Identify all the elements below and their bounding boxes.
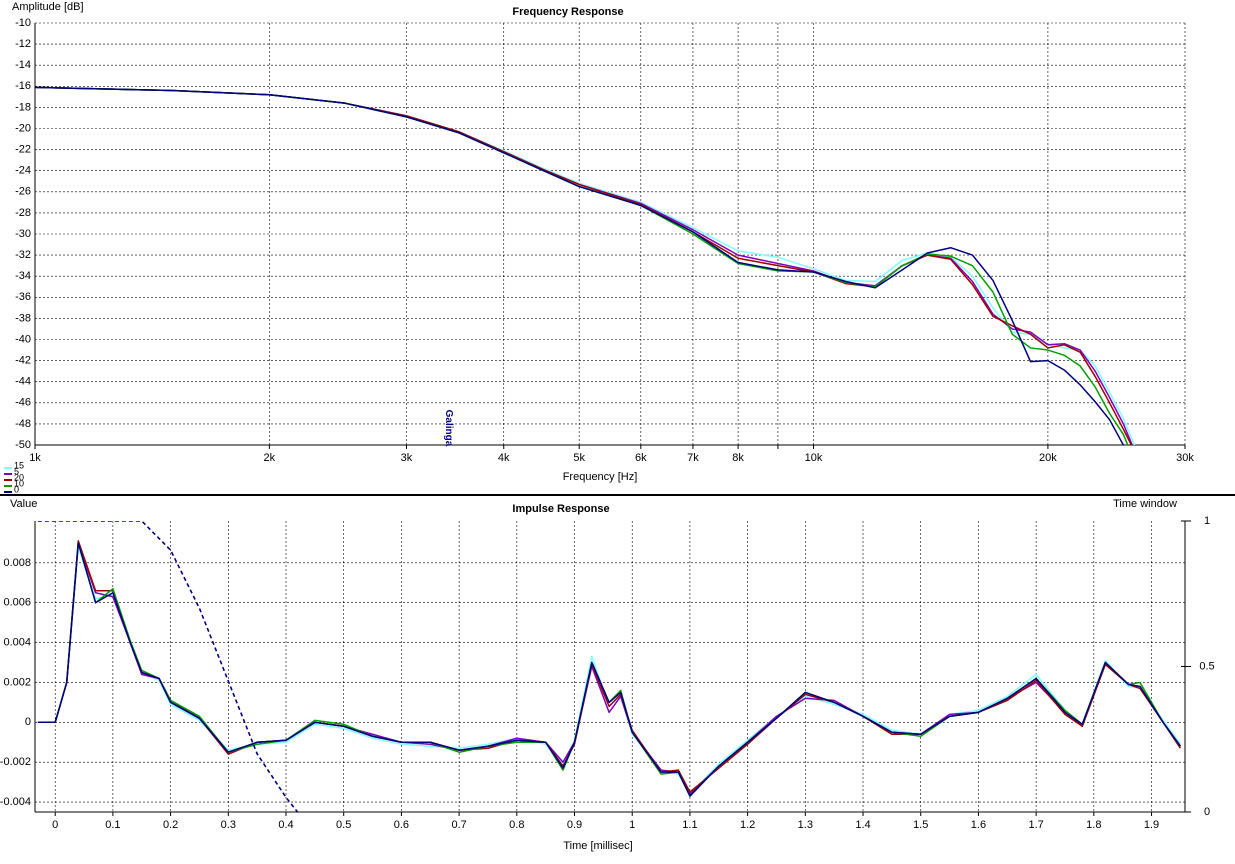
y-tick-label: -32 xyxy=(15,249,31,261)
chart-title: Frequency Response xyxy=(512,6,623,18)
y-tick-label: -14 xyxy=(15,59,31,71)
y2-axis-label: Time window xyxy=(1113,498,1177,510)
series-line xyxy=(37,546,1181,795)
y-tick-label: -34 xyxy=(15,270,31,282)
y2-tick-label: 0 xyxy=(1204,806,1210,818)
legend-label: 10 xyxy=(14,478,24,488)
y-tick-label: -10 xyxy=(15,17,31,29)
y-tick-label: 0.002 xyxy=(3,676,31,688)
x-tick-label: 0.3 xyxy=(221,819,236,831)
y2-tick-label: 1 xyxy=(1204,515,1210,527)
x-tick-label: 1.4 xyxy=(855,819,870,831)
y-tick-label: -38 xyxy=(15,312,31,324)
legend-label: 0 xyxy=(14,484,19,494)
y-tick-label: -44 xyxy=(15,376,31,388)
x-axis-label: Frequency [Hz] xyxy=(563,471,638,483)
x-tick-label: 1.3 xyxy=(798,819,813,831)
x-tick-label: 0.9 xyxy=(567,819,582,831)
x-tick-label: 1k xyxy=(29,452,41,464)
x-tick-label: 5k xyxy=(573,452,585,464)
legend-label: 5 xyxy=(14,466,19,476)
x-tick-label: 2k xyxy=(264,452,276,464)
y-tick-label: -0.004 xyxy=(0,796,31,808)
x-tick-label: 0.1 xyxy=(105,819,120,831)
y-tick-label: -48 xyxy=(15,418,31,430)
y-tick-label: 0.004 xyxy=(3,636,31,648)
plot-area xyxy=(35,86,1136,445)
series-line xyxy=(35,86,1125,445)
y-tick-label: -26 xyxy=(15,186,31,198)
y-tick-label: -22 xyxy=(15,144,31,156)
x-tick-label: 1.8 xyxy=(1086,819,1101,831)
x-tick-label: 1.5 xyxy=(913,819,928,831)
y-tick-label: -20 xyxy=(15,122,31,134)
x-axis-label: Time [millisec] xyxy=(563,840,632,852)
y-tick-label: -12 xyxy=(15,38,31,50)
x-tick-label: 1.1 xyxy=(682,819,697,831)
y-tick-label: -0.002 xyxy=(0,756,31,768)
x-tick-label: 1 xyxy=(629,819,635,831)
x-tick-label: 0.5 xyxy=(336,819,351,831)
x-tick-label: 30k xyxy=(1176,452,1194,464)
y-tick-label: 0.006 xyxy=(3,597,31,609)
x-tick-label: 20k xyxy=(1039,452,1057,464)
y-axis-label: Amplitude [dB] xyxy=(12,1,84,13)
y-tick-label: -42 xyxy=(15,355,31,367)
y-tick-label: -40 xyxy=(15,333,31,345)
x-tick-label: 4k xyxy=(498,452,510,464)
x-tick-label: 0.8 xyxy=(509,819,524,831)
x-tick-label: 0.4 xyxy=(278,819,293,831)
plot-area xyxy=(37,521,1182,812)
x-tick-label: 1.9 xyxy=(1144,819,1159,831)
y-tick-label: 0.008 xyxy=(3,557,31,569)
y-tick-label: -50 xyxy=(15,439,31,451)
chart-title: Impulse Response xyxy=(512,503,609,515)
x-tick-label: 0.2 xyxy=(163,819,178,831)
y-axis-label: Value xyxy=(10,498,37,510)
y-tick-label: -16 xyxy=(15,80,31,92)
legend-label: 20 xyxy=(14,472,24,482)
x-tick-label: 0 xyxy=(52,819,58,831)
x-tick-label: 0.6 xyxy=(394,819,409,831)
y-tick-label: -46 xyxy=(15,397,31,409)
y-tick-label: -36 xyxy=(15,291,31,303)
y-tick-label: 0 xyxy=(25,716,31,728)
x-tick-label: 1.2 xyxy=(740,819,755,831)
x-tick-label: 1.6 xyxy=(971,819,986,831)
y-tick-label: -24 xyxy=(15,165,31,177)
x-tick-label: 8k xyxy=(732,452,744,464)
x-tick-label: 1.7 xyxy=(1028,819,1043,831)
y-tick-label: -28 xyxy=(15,207,31,219)
annotation: Galinga xyxy=(443,410,454,447)
series-line xyxy=(37,542,1181,797)
legend-label: 15 xyxy=(14,460,24,470)
x-tick-label: 3k xyxy=(401,452,413,464)
x-tick-label: 7k xyxy=(687,452,699,464)
y-tick-label: -30 xyxy=(15,228,31,240)
x-tick-label: 0.7 xyxy=(451,819,466,831)
y-tick-label: -18 xyxy=(15,101,31,113)
y2-tick-label: 0.5 xyxy=(1199,660,1214,672)
series-line xyxy=(37,521,299,812)
x-tick-label: 6k xyxy=(635,452,647,464)
x-tick-label: 10k xyxy=(805,452,823,464)
